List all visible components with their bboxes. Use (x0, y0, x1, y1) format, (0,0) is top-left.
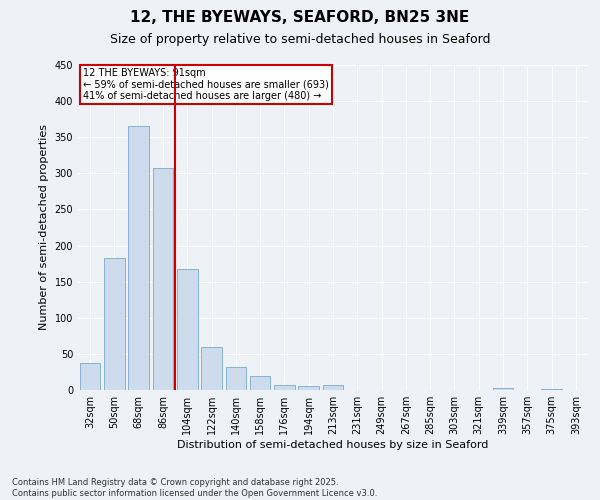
Y-axis label: Number of semi-detached properties: Number of semi-detached properties (39, 124, 49, 330)
Bar (541, 388, 562, 390)
Bar (80, 362, 100, 390)
Bar (274, 385, 295, 390)
Bar (128, 126, 149, 390)
Bar (298, 386, 319, 390)
Bar (104, 258, 125, 390)
Text: Size of property relative to semi-detached houses in Seaford: Size of property relative to semi-detach… (110, 32, 490, 46)
Bar (201, 346, 222, 390)
Bar (177, 268, 197, 390)
Text: 12, THE BYEWAYS, SEAFORD, BN25 3NE: 12, THE BYEWAYS, SEAFORD, BN25 3NE (130, 10, 470, 25)
Bar (493, 388, 514, 390)
Text: 12 THE BYEWAYS: 91sqm
← 59% of semi-detached houses are smaller (693)
41% of sem: 12 THE BYEWAYS: 91sqm ← 59% of semi-deta… (83, 68, 329, 102)
Bar (152, 168, 173, 390)
Bar (323, 385, 343, 390)
Bar (226, 367, 246, 390)
X-axis label: Distribution of semi-detached houses by size in Seaford: Distribution of semi-detached houses by … (178, 440, 488, 450)
Bar (250, 376, 271, 390)
Text: Contains HM Land Registry data © Crown copyright and database right 2025.
Contai: Contains HM Land Registry data © Crown c… (12, 478, 377, 498)
